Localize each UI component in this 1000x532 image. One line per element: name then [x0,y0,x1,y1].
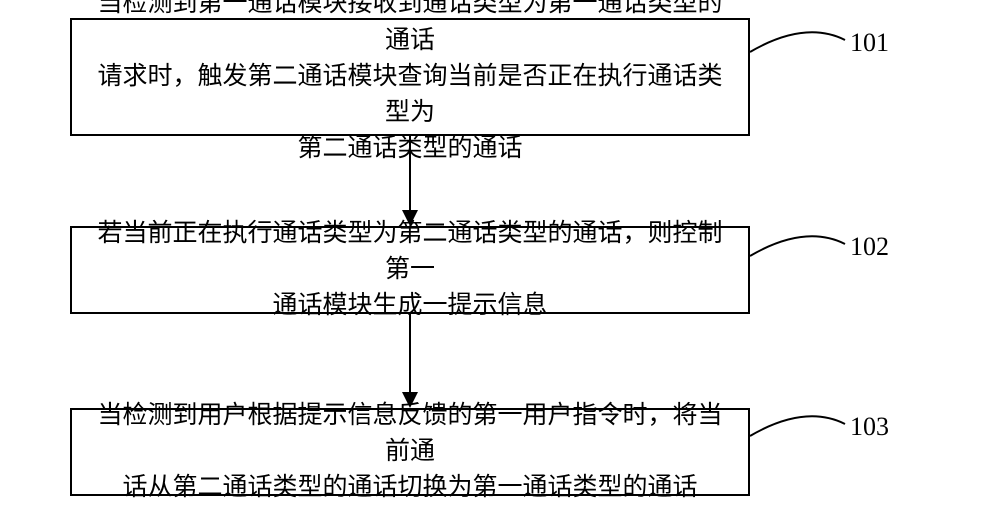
flowchart-canvas: 当检测到第一通话模块接收到通话类型为第一通话类型的通话 请求时，触发第二通话模块… [0,0,1000,532]
label-103: 103 [850,412,889,442]
callout-103 [0,0,1000,532]
